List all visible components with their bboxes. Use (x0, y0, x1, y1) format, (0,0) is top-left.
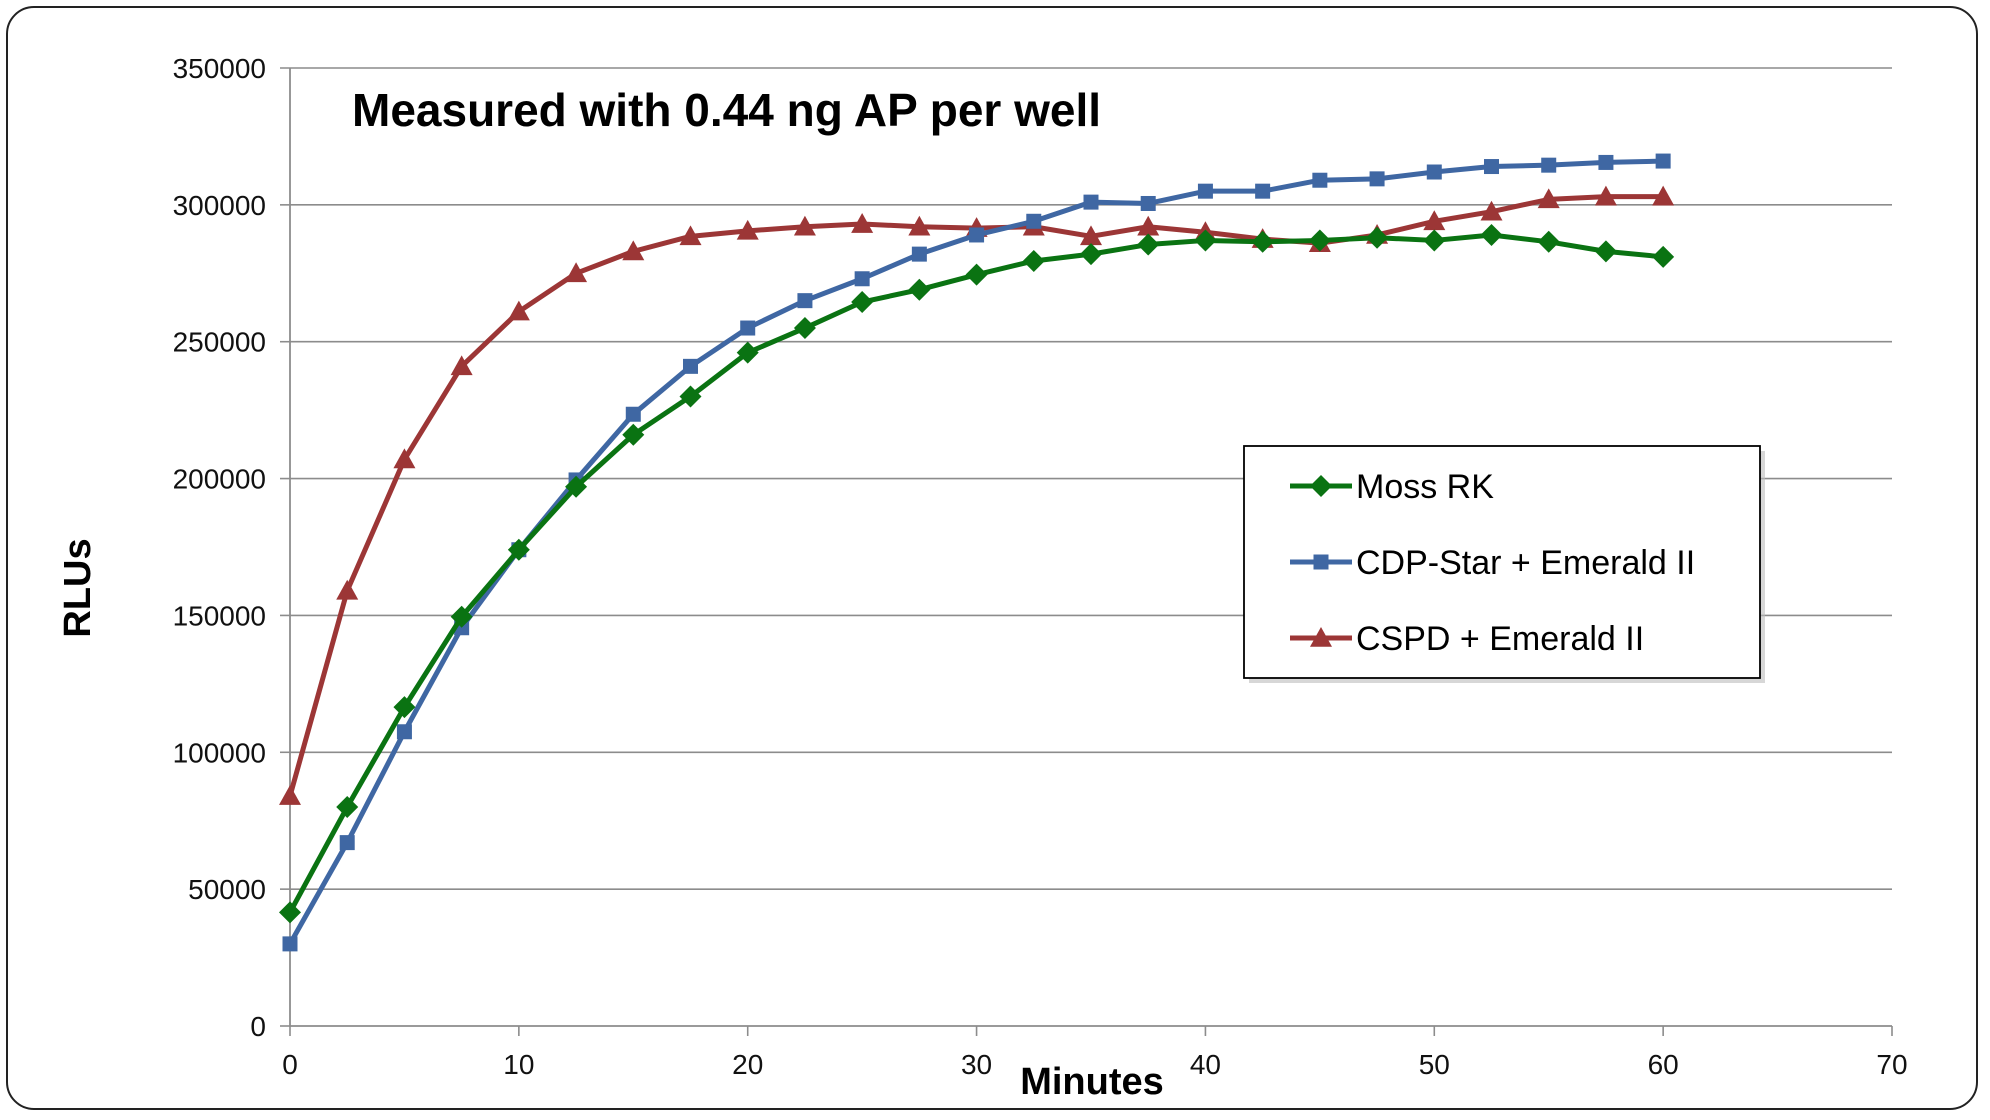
x-axis-title: Minutes (1020, 1061, 1164, 1103)
legend-marker (1313, 554, 1329, 570)
data-point (1080, 243, 1102, 266)
data-point (851, 291, 874, 314)
data-point (1137, 233, 1160, 256)
y-tick-label: 350000 (173, 53, 266, 84)
y-axis-title: RLUs (57, 538, 99, 637)
chart-frame: 0 50000 100000 150000 200000 250000 300000 3500… (6, 6, 1978, 1110)
data-point (393, 448, 416, 469)
legend: Moss RK CDP-Star + Emerald II CSPD + Emera… (1243, 445, 1765, 683)
data-point (854, 271, 870, 287)
data-point (1480, 200, 1503, 221)
data-point (1251, 230, 1274, 253)
data-point (450, 355, 473, 376)
data-point (736, 219, 759, 240)
data-point (911, 246, 927, 262)
data-point (1655, 153, 1671, 169)
data-point (1137, 215, 1160, 236)
data-point (1255, 183, 1271, 199)
chart-svg: 0 50000 100000 150000 200000 250000 300000 3500… (57, 53, 1908, 1103)
data-point (396, 724, 412, 740)
data-point (1140, 195, 1156, 211)
x-tick-label: 20 (732, 1049, 763, 1080)
data-point (279, 785, 301, 805)
data-point (908, 278, 931, 301)
x-tick-label: 60 (1648, 1049, 1679, 1080)
data-point (393, 696, 416, 719)
data-point (279, 901, 301, 924)
data-point (282, 936, 298, 952)
data-point (736, 341, 759, 364)
chart-title: Measured with 0.44 ng AP per well (352, 84, 1101, 136)
data-point (336, 579, 359, 600)
data-point (1366, 226, 1389, 249)
data-point (683, 358, 698, 374)
data-point (1308, 229, 1331, 252)
data-point (1598, 154, 1614, 170)
legend-label: CSPD + Emerald II (1356, 620, 1644, 658)
data-point (1537, 188, 1560, 209)
data-point (797, 293, 813, 309)
data-point (793, 317, 816, 340)
x-tick-label: 30 (961, 1049, 992, 1080)
data-point (679, 385, 702, 408)
data-point (965, 263, 988, 286)
data-point (1426, 164, 1442, 180)
y-tick-label: 200000 (173, 464, 266, 495)
data-point (1083, 194, 1099, 210)
data-point (1594, 185, 1617, 206)
legend-marker (1310, 475, 1332, 497)
series-layer (279, 153, 1675, 952)
data-point (1194, 229, 1217, 252)
data-point (1652, 245, 1675, 268)
data-point (740, 320, 756, 336)
legend-marker (1310, 627, 1332, 647)
data-point (1423, 210, 1446, 231)
x-tick-label: 40 (1190, 1049, 1221, 1080)
data-point (1312, 172, 1328, 188)
data-point (450, 605, 473, 628)
data-point (1537, 230, 1560, 253)
y-tick-label: 0 (250, 1011, 266, 1042)
legend-label: CDP-Star + Emerald II (1356, 544, 1695, 582)
data-point (793, 215, 816, 236)
x-tick-label: 0 (282, 1049, 298, 1080)
y-tick-label: 250000 (173, 327, 266, 358)
y-tick-label: 100000 (173, 737, 266, 768)
x-tick-label: 70 (1876, 1049, 1907, 1080)
y-tick-label: 300000 (173, 190, 266, 221)
data-point (1080, 225, 1102, 246)
data-point (1026, 213, 1042, 229)
series-diamond-group (279, 223, 1675, 924)
data-point (1484, 159, 1499, 175)
y-tick-label: 150000 (173, 600, 266, 631)
legend-label: Moss RK (1356, 468, 1494, 506)
data-point (339, 835, 355, 851)
data-point (969, 227, 985, 243)
axis-layer: 0 50000 100000 150000 200000 250000 300000 3500… (173, 53, 1908, 1080)
data-point (565, 262, 588, 283)
data-point (1022, 249, 1045, 272)
data-point (1594, 240, 1617, 263)
data-point (565, 475, 588, 498)
data-point (908, 215, 931, 236)
data-point (679, 225, 702, 246)
data-point (507, 300, 530, 321)
data-point (622, 423, 645, 446)
data-point (1480, 223, 1503, 246)
data-point (1369, 171, 1385, 187)
x-tick-label: 50 (1419, 1049, 1450, 1080)
data-point (851, 213, 874, 233)
data-point (1423, 229, 1446, 252)
y-tick-label: 50000 (188, 874, 266, 905)
data-point (336, 796, 359, 819)
data-point (1541, 157, 1557, 173)
data-point (625, 406, 641, 422)
data-point (622, 240, 645, 261)
x-tick-label: 10 (503, 1049, 534, 1080)
data-point (1652, 185, 1675, 206)
data-point (1197, 183, 1213, 199)
